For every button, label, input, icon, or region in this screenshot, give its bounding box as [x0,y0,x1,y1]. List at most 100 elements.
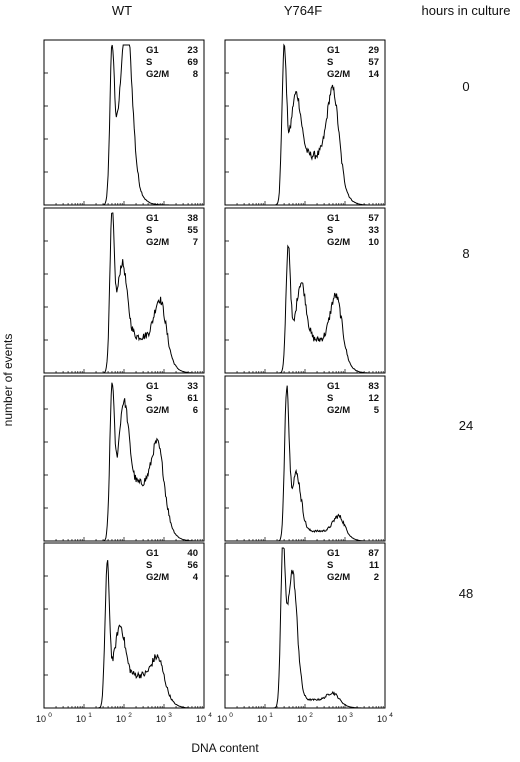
stat-label: G1 [146,213,159,224]
histogram-trace-wt-48h [94,560,194,709]
x-tick-label: 10 [116,714,126,724]
stat-label: S [146,225,152,236]
x-tick-exponent: 1 [269,712,273,719]
stat-value-s: 57 [368,57,379,68]
stat-value-g2m: 14 [368,69,379,80]
stat-label: G2/M [327,572,350,583]
stat-label: S [146,57,152,68]
histogram-trace-y764f-0h [271,43,372,206]
stat-label: G2/M [327,237,350,248]
x-tick-label: 10 [377,714,387,724]
histogram-panel-y764f-24h: G1 83 S 12 G2/M 5 [224,375,386,542]
row-label-24h: 24 [459,418,473,433]
stat-value-g2m: 5 [374,405,380,416]
stat-value-g1: 87 [368,548,379,559]
stat-value-g2m: 8 [193,69,198,80]
stat-value-g1: 29 [368,45,379,56]
histogram-panels: G1 23 S 69 G2/M 8 G1 29 S 57 G2/M 14 G1 38 S 55 G2/M 7 G1 5… [43,39,386,709]
stat-label: G2/M [146,572,169,583]
stat-label: S [146,560,152,571]
x-tick-exponent: 4 [208,712,212,719]
x-tick-label: 10 [297,714,307,724]
histogram-trace-wt-24h [99,382,200,542]
stat-label: S [146,393,152,404]
stat-value-s: 69 [187,57,198,68]
stat-label: S [327,560,333,571]
stat-label: G1 [327,213,340,224]
row-label-48h: 48 [459,586,473,601]
stat-label: S [327,57,333,68]
x-tick-label: 10 [217,714,227,724]
x-tick-label: 10 [36,714,46,724]
stat-value-g2m: 7 [193,237,198,248]
histogram-trace-y764f-24h [274,385,369,542]
histogram-panel-wt-24h: G1 33 S 61 G2/M 6 [43,375,205,542]
x-tick-label: 10 [257,714,267,724]
x-tick-label: 10 [196,714,206,724]
stat-label: S [327,393,333,404]
stat-value-g1: 83 [368,381,379,392]
stat-value-s: 56 [187,560,198,571]
stat-label: G1 [327,381,340,392]
stat-value-s: 11 [369,560,380,571]
stat-label: G2/M [146,69,169,80]
histogram-panel-y764f-48h: G1 87 S 11 G2/M 2 [224,542,386,709]
x-tick-exponent: 0 [229,712,233,719]
x-tick-exponent: 0 [48,712,52,719]
stat-label: S [327,225,333,236]
x-tick-exponent: 3 [349,712,353,719]
panel-frame [43,39,205,206]
stat-value-s: 12 [368,393,379,404]
histogram-trace-y764f-48h [270,547,367,709]
x-tick-label: 10 [156,714,166,724]
stat-value-s: 55 [187,225,198,236]
stat-label: G2/M [327,405,350,416]
histogram-trace-wt-0h [99,44,203,206]
stat-label: G1 [146,45,159,56]
stat-label: G1 [327,45,340,56]
x-tick-label: 10 [337,714,347,724]
stat-label: G2/M [146,405,169,416]
column-title-wt: WT [112,3,132,18]
stat-label: G1 [327,548,340,559]
panel-frame [43,207,205,374]
row-label-0h: 0 [462,79,469,94]
histogram-panel-wt-48h: G1 40 S 56 G2/M 4 [43,542,205,709]
row-label-8h: 8 [462,246,469,261]
panel-frame [224,207,386,374]
histogram-panel-y764f-0h: G1 29 S 57 G2/M 14 [224,39,386,206]
stat-value-g1: 57 [368,213,379,224]
stat-label: G2/M [146,237,169,248]
stat-value-g1: 23 [187,45,198,56]
stat-value-s: 33 [368,225,379,236]
x-tick-exponent: 1 [88,712,92,719]
stat-value-g1: 40 [187,548,198,559]
stat-value-s: 61 [187,393,198,404]
stat-label: G2/M [327,69,350,80]
stat-label: G1 [146,381,159,392]
stat-label: G1 [146,548,159,559]
panel-frame [224,375,386,542]
x-tick-exponent: 2 [128,712,132,719]
stat-value-g2m: 4 [193,572,199,583]
panel-frame [224,542,386,709]
histogram-trace-wt-8h [99,212,198,374]
y-axis-label: number of events [1,334,15,427]
histogram-panel-y764f-8h: G1 57 S 33 G2/M 10 [224,207,386,374]
column-title-y764f: Y764F [284,3,322,18]
stat-value-g1: 33 [187,381,198,392]
x-tick-exponent: 4 [389,712,393,719]
column-title-hours: hours in culture [422,3,511,18]
stat-value-g2m: 6 [193,405,198,416]
x-tick-exponent: 2 [309,712,313,719]
panel-frame [43,542,205,709]
histogram-panel-wt-8h: G1 38 S 55 G2/M 7 [43,207,205,374]
x-tick-exponent: 3 [168,712,172,719]
x-axis-label: DNA content [191,741,259,755]
stat-value-g2m: 10 [368,237,379,248]
x-axis-ticks: 10 0 10 1 10 2 10 3 10 4 10 0 10 1 10 2 10 3 10 4 [36,712,393,724]
histogram-trace-y764f-8h [275,244,374,374]
x-tick-label: 10 [76,714,86,724]
panel-frame [224,39,386,206]
